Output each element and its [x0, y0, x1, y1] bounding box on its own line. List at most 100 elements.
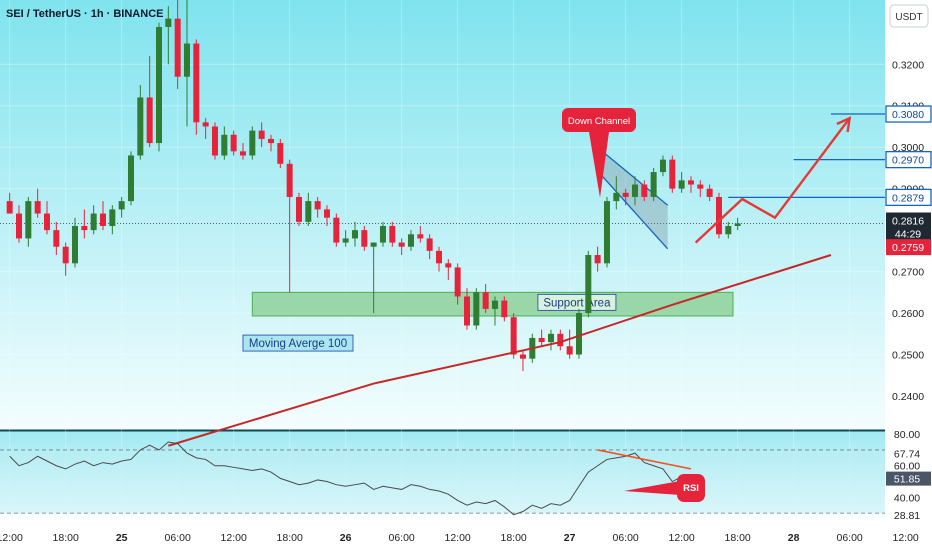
- price-tick-label: 0.2600: [892, 308, 924, 320]
- candle-body: [165, 18, 172, 27]
- candle: [286, 159, 293, 293]
- candle: [267, 134, 274, 152]
- candle: [109, 205, 116, 235]
- candle: [295, 192, 302, 226]
- currency-button[interactable]: USDT: [889, 4, 929, 28]
- candle-body: [342, 238, 349, 243]
- candle-body: [43, 213, 50, 231]
- candle: [99, 201, 106, 231]
- candle: [221, 126, 228, 160]
- level-price-box: [885, 105, 932, 123]
- time-tick-label: 18:00: [277, 532, 303, 544]
- candle: [501, 296, 508, 322]
- support-area-label-box: [537, 293, 617, 311]
- candle-body: [109, 209, 116, 226]
- candle-body: [258, 130, 265, 139]
- candle-body: [333, 217, 340, 243]
- time-tick-label: 18:00: [501, 532, 527, 544]
- candle-body: [585, 255, 592, 314]
- price-axis-background: [885, 0, 932, 521]
- candle-body: [426, 238, 433, 251]
- candle: [725, 221, 732, 239]
- currency-button-box[interactable]: [889, 4, 929, 28]
- candle: [361, 225, 368, 251]
- candle-body: [305, 201, 312, 222]
- candle-body: [463, 296, 470, 326]
- candle-body: [71, 225, 78, 264]
- candle: [538, 329, 545, 347]
- current-price-box: [886, 212, 931, 243]
- candle-body: [510, 317, 517, 355]
- main-pane-background: [0, 0, 885, 430]
- down-channel-line: [601, 175, 669, 250]
- time-axis: 12:00 18:00 25 06:00 12:00 18:00 26 06:00 12:00 1…: [0, 532, 919, 544]
- candle-body: [538, 337, 545, 343]
- candle: [370, 242, 377, 314]
- candle: [249, 126, 256, 160]
- candle: [734, 217, 741, 231]
- candle-body: [482, 292, 489, 309]
- countdown-label: 44:29: [895, 229, 921, 241]
- candle-body: [155, 26, 162, 144]
- level-price-label: 0.2879: [892, 192, 924, 204]
- time-tick-label: 18:00: [53, 532, 79, 544]
- projection-arrowhead: [836, 116, 852, 133]
- candle-body: [379, 225, 386, 243]
- candle: [641, 180, 648, 202]
- candle: [613, 176, 620, 210]
- rsi-marker-label: 67.74: [894, 449, 920, 461]
- candle: [183, 0, 190, 127]
- candle-body: [715, 196, 722, 235]
- candle: [622, 188, 629, 206]
- time-axis-background: [0, 521, 932, 550]
- candle-body: [547, 333, 554, 343]
- time-tick-label: 06:00: [389, 532, 415, 544]
- time-tick-label: 12:00: [892, 532, 918, 544]
- annotations: Down Channel: [562, 108, 636, 198]
- rsi-marker-label: 51.85: [894, 474, 920, 486]
- candle-body: [575, 313, 582, 355]
- ma-line: [168, 254, 832, 447]
- candle: [53, 221, 60, 256]
- candle-body: [277, 143, 284, 164]
- candle-body: [445, 263, 452, 268]
- support-area-label: Support Area: [543, 297, 611, 309]
- candle-body: [557, 333, 564, 347]
- candle: [687, 176, 694, 193]
- level-price-box: [885, 150, 932, 169]
- time-tick-label: 06:00: [613, 532, 639, 544]
- candle: [62, 242, 69, 276]
- rsi-callout: [677, 474, 705, 502]
- candle: [706, 184, 713, 202]
- candle: [389, 221, 396, 247]
- candle-body: [491, 300, 498, 309]
- time-tick-label: 12:00: [669, 532, 695, 544]
- ma-label-box: [242, 334, 354, 352]
- candle-body: [34, 201, 41, 214]
- candle-body: [351, 230, 358, 239]
- rsi-tick-label: 60.00: [894, 461, 920, 473]
- candle: [659, 155, 666, 177]
- candle: [697, 180, 704, 197]
- candle-body: [230, 134, 237, 152]
- candle: [81, 209, 88, 239]
- candle-body: [146, 97, 153, 144]
- candle-body: [211, 126, 218, 156]
- rsi-callout-pointer: [624, 481, 680, 495]
- rsi-marker-box: [886, 446, 931, 461]
- currency-label[interactable]: USDT: [895, 12, 922, 23]
- rsi-callout-label: RSI: [683, 483, 699, 494]
- candle: [239, 143, 246, 160]
- candle-body: [697, 184, 704, 189]
- candle: [333, 213, 340, 247]
- candle: [594, 246, 601, 272]
- rsi-marker-box: [886, 471, 931, 486]
- candle: [379, 221, 386, 247]
- candle: [473, 288, 480, 330]
- candle-body: [295, 196, 302, 222]
- candle: [398, 238, 405, 256]
- candle: [25, 196, 32, 247]
- candle-body: [99, 213, 106, 226]
- candle-body: [53, 230, 60, 247]
